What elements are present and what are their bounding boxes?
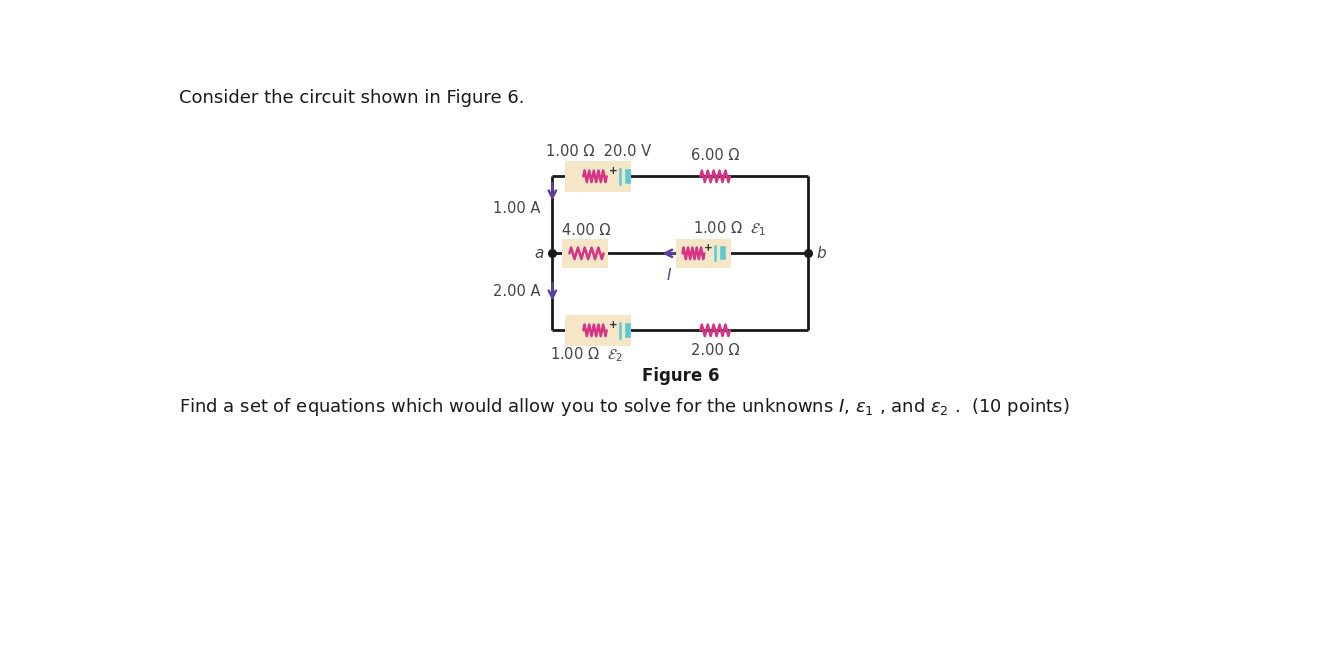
Text: Consider the circuit shown in Figure 6.: Consider the circuit shown in Figure 6.	[179, 89, 525, 107]
Bar	[562, 239, 608, 268]
Text: 1.00 Ω  20.0 V: 1.00 Ω 20.0 V	[546, 144, 652, 159]
Text: $a$: $a$	[534, 246, 545, 261]
Text: Find a set of equations which would allow you to solve for the unknowns $I$, $\v: Find a set of equations which would allo…	[179, 396, 1070, 418]
Text: 1.00 A: 1.00 A	[493, 201, 541, 216]
Text: 1.00 Ω  $\mathcal{E}_1$: 1.00 Ω $\mathcal{E}_1$	[694, 219, 766, 238]
Text: 6.00 Ω: 6.00 Ω	[691, 148, 740, 163]
Bar	[565, 315, 632, 346]
Bar	[565, 161, 632, 192]
Text: +: +	[608, 319, 617, 330]
Text: Figure 6: Figure 6	[641, 368, 719, 385]
Text: 2.00 Ω: 2.00 Ω	[691, 344, 740, 358]
Text: $b$: $b$	[816, 245, 827, 261]
Text: 4.00 Ω: 4.00 Ω	[562, 223, 611, 238]
Text: +: +	[608, 165, 617, 176]
Text: +: +	[704, 243, 712, 253]
Bar	[677, 239, 731, 268]
Text: 2.00 A: 2.00 A	[493, 284, 541, 299]
Text: $I$: $I$	[666, 267, 671, 283]
Text: 1.00 Ω  $\mathcal{E}_2$: 1.00 Ω $\mathcal{E}_2$	[550, 346, 623, 364]
